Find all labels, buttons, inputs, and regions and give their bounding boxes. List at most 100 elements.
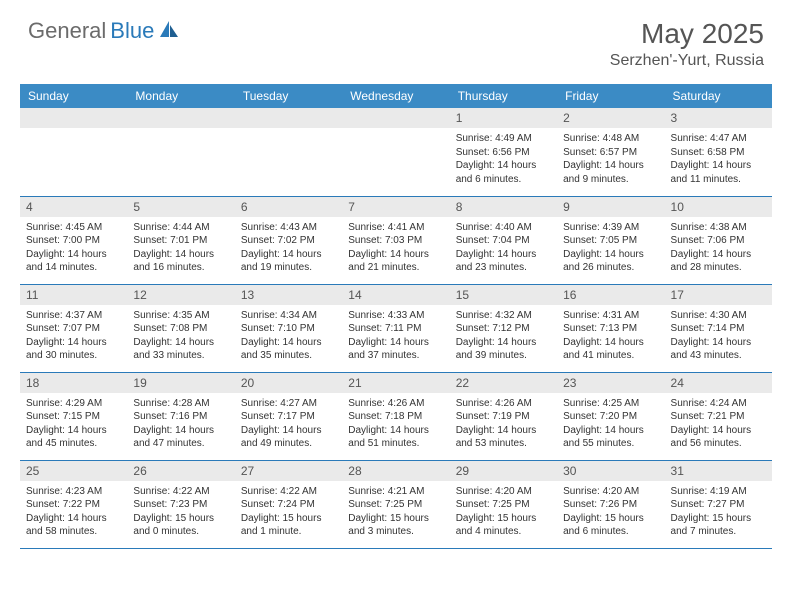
sunrise-text: Sunrise: 4:23 AM: [26, 485, 121, 499]
sunset-text: Sunset: 7:27 PM: [671, 498, 766, 512]
day-number: 22: [450, 373, 557, 393]
sunrise-text: Sunrise: 4:30 AM: [671, 309, 766, 323]
day-number: [342, 108, 449, 128]
daylight-text: Daylight: 14 hours and 58 minutes.: [26, 512, 121, 539]
daylight-text: Daylight: 14 hours and 45 minutes.: [26, 424, 121, 451]
daylight-text: Daylight: 14 hours and 33 minutes.: [133, 336, 228, 363]
sunset-text: Sunset: 7:06 PM: [671, 234, 766, 248]
sunset-text: Sunset: 7:17 PM: [241, 410, 336, 424]
day-details: Sunrise: 4:20 AMSunset: 7:26 PMDaylight:…: [557, 481, 664, 543]
sunrise-text: Sunrise: 4:39 AM: [563, 221, 658, 235]
calendar-day-cell: 11Sunrise: 4:37 AMSunset: 7:07 PMDayligh…: [20, 284, 127, 372]
sunrise-text: Sunrise: 4:26 AM: [456, 397, 551, 411]
sunrise-text: Sunrise: 4:33 AM: [348, 309, 443, 323]
day-number: 24: [665, 373, 772, 393]
daylight-text: Daylight: 14 hours and 41 minutes.: [563, 336, 658, 363]
sunset-text: Sunset: 7:18 PM: [348, 410, 443, 424]
day-number: 16: [557, 285, 664, 305]
calendar-week-row: 4Sunrise: 4:45 AMSunset: 7:00 PMDaylight…: [20, 196, 772, 284]
day-details: Sunrise: 4:45 AMSunset: 7:00 PMDaylight:…: [20, 217, 127, 279]
calendar-day-cell: 5Sunrise: 4:44 AMSunset: 7:01 PMDaylight…: [127, 196, 234, 284]
calendar-week-row: 25Sunrise: 4:23 AMSunset: 7:22 PMDayligh…: [20, 460, 772, 548]
day-number: 2: [557, 108, 664, 128]
day-number: 29: [450, 461, 557, 481]
sunset-text: Sunset: 7:22 PM: [26, 498, 121, 512]
daylight-text: Daylight: 15 hours and 7 minutes.: [671, 512, 766, 539]
sunset-text: Sunset: 7:12 PM: [456, 322, 551, 336]
daylight-text: Daylight: 14 hours and 9 minutes.: [563, 159, 658, 186]
day-details: Sunrise: 4:38 AMSunset: 7:06 PMDaylight:…: [665, 217, 772, 279]
sunrise-text: Sunrise: 4:29 AM: [26, 397, 121, 411]
daylight-text: Daylight: 14 hours and 49 minutes.: [241, 424, 336, 451]
day-details: Sunrise: 4:27 AMSunset: 7:17 PMDaylight:…: [235, 393, 342, 455]
day-number: 26: [127, 461, 234, 481]
day-details: Sunrise: 4:24 AMSunset: 7:21 PMDaylight:…: [665, 393, 772, 455]
weekday-header: Sunday: [20, 84, 127, 108]
brand-logo: GeneralBlue: [28, 18, 180, 44]
day-number: 12: [127, 285, 234, 305]
day-details: Sunrise: 4:20 AMSunset: 7:25 PMDaylight:…: [450, 481, 557, 543]
day-number: 19: [127, 373, 234, 393]
day-details: Sunrise: 4:29 AMSunset: 7:15 PMDaylight:…: [20, 393, 127, 455]
weekday-header: Thursday: [450, 84, 557, 108]
day-details: Sunrise: 4:41 AMSunset: 7:03 PMDaylight:…: [342, 217, 449, 279]
day-number: 15: [450, 285, 557, 305]
calendar-day-cell: [127, 108, 234, 196]
sunset-text: Sunset: 7:26 PM: [563, 498, 658, 512]
daylight-text: Daylight: 14 hours and 51 minutes.: [348, 424, 443, 451]
calendar-day-cell: 25Sunrise: 4:23 AMSunset: 7:22 PMDayligh…: [20, 460, 127, 548]
calendar-day-cell: 9Sunrise: 4:39 AMSunset: 7:05 PMDaylight…: [557, 196, 664, 284]
calendar-day-cell: 22Sunrise: 4:26 AMSunset: 7:19 PMDayligh…: [450, 372, 557, 460]
sunset-text: Sunset: 7:24 PM: [241, 498, 336, 512]
sunrise-text: Sunrise: 4:44 AM: [133, 221, 228, 235]
calendar-day-cell: 7Sunrise: 4:41 AMSunset: 7:03 PMDaylight…: [342, 196, 449, 284]
sunrise-text: Sunrise: 4:38 AM: [671, 221, 766, 235]
sunset-text: Sunset: 7:10 PM: [241, 322, 336, 336]
sunset-text: Sunset: 7:07 PM: [26, 322, 121, 336]
daylight-text: Daylight: 15 hours and 6 minutes.: [563, 512, 658, 539]
day-number: 4: [20, 197, 127, 217]
sunrise-text: Sunrise: 4:28 AM: [133, 397, 228, 411]
day-number: 30: [557, 461, 664, 481]
day-details: Sunrise: 4:49 AMSunset: 6:56 PMDaylight:…: [450, 128, 557, 190]
title-block: May 2025 Serzhen'-Yurt, Russia: [610, 18, 764, 70]
sunrise-text: Sunrise: 4:43 AM: [241, 221, 336, 235]
day-number: 20: [235, 373, 342, 393]
daylight-text: Daylight: 14 hours and 53 minutes.: [456, 424, 551, 451]
daylight-text: Daylight: 15 hours and 4 minutes.: [456, 512, 551, 539]
sunrise-text: Sunrise: 4:40 AM: [456, 221, 551, 235]
day-number: 27: [235, 461, 342, 481]
daylight-text: Daylight: 14 hours and 11 minutes.: [671, 159, 766, 186]
day-details: Sunrise: 4:22 AMSunset: 7:24 PMDaylight:…: [235, 481, 342, 543]
day-details: Sunrise: 4:33 AMSunset: 7:11 PMDaylight:…: [342, 305, 449, 367]
day-number: 23: [557, 373, 664, 393]
day-number: 13: [235, 285, 342, 305]
sunrise-text: Sunrise: 4:32 AM: [456, 309, 551, 323]
weekday-header: Tuesday: [235, 84, 342, 108]
page-header: GeneralBlue May 2025 Serzhen'-Yurt, Russ…: [0, 0, 792, 76]
sunset-text: Sunset: 6:58 PM: [671, 146, 766, 160]
weekday-header-row: Sunday Monday Tuesday Wednesday Thursday…: [20, 84, 772, 108]
day-number: 21: [342, 373, 449, 393]
day-number: 14: [342, 285, 449, 305]
calendar-day-cell: 6Sunrise: 4:43 AMSunset: 7:02 PMDaylight…: [235, 196, 342, 284]
calendar-day-cell: 24Sunrise: 4:24 AMSunset: 7:21 PMDayligh…: [665, 372, 772, 460]
sunrise-text: Sunrise: 4:47 AM: [671, 132, 766, 146]
calendar-day-cell: 10Sunrise: 4:38 AMSunset: 7:06 PMDayligh…: [665, 196, 772, 284]
day-number: 1: [450, 108, 557, 128]
calendar-day-cell: 12Sunrise: 4:35 AMSunset: 7:08 PMDayligh…: [127, 284, 234, 372]
calendar-day-cell: 17Sunrise: 4:30 AMSunset: 7:14 PMDayligh…: [665, 284, 772, 372]
day-details: Sunrise: 4:35 AMSunset: 7:08 PMDaylight:…: [127, 305, 234, 367]
day-details: Sunrise: 4:26 AMSunset: 7:19 PMDaylight:…: [450, 393, 557, 455]
day-number: 8: [450, 197, 557, 217]
daylight-text: Daylight: 14 hours and 26 minutes.: [563, 248, 658, 275]
weekday-header: Friday: [557, 84, 664, 108]
sunset-text: Sunset: 7:01 PM: [133, 234, 228, 248]
sunset-text: Sunset: 7:23 PM: [133, 498, 228, 512]
sunrise-text: Sunrise: 4:25 AM: [563, 397, 658, 411]
sunrise-text: Sunrise: 4:20 AM: [456, 485, 551, 499]
sunset-text: Sunset: 7:05 PM: [563, 234, 658, 248]
day-details: Sunrise: 4:31 AMSunset: 7:13 PMDaylight:…: [557, 305, 664, 367]
calendar-day-cell: 18Sunrise: 4:29 AMSunset: 7:15 PMDayligh…: [20, 372, 127, 460]
daylight-text: Daylight: 15 hours and 3 minutes.: [348, 512, 443, 539]
